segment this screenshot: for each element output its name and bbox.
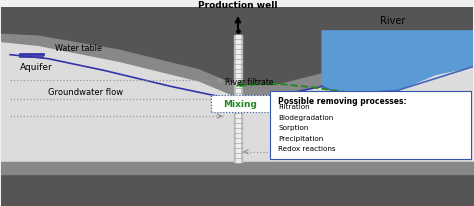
Text: Sorption: Sorption <box>278 125 309 131</box>
Text: Mixing: Mixing <box>224 100 257 109</box>
Text: Precipitation: Precipitation <box>278 135 323 141</box>
Text: Redox reactions: Redox reactions <box>278 146 336 152</box>
Text: Filtration: Filtration <box>278 104 310 110</box>
Text: River filtrate: River filtrate <box>225 77 273 87</box>
Polygon shape <box>0 8 474 99</box>
FancyBboxPatch shape <box>270 92 471 159</box>
Text: Aquifer: Aquifer <box>19 63 52 72</box>
Text: Possible removing processes:: Possible removing processes: <box>278 96 407 105</box>
Text: Production well: Production well <box>198 1 278 10</box>
Text: River: River <box>380 16 406 26</box>
Text: Groundwater flow: Groundwater flow <box>48 87 123 96</box>
Polygon shape <box>0 43 474 174</box>
FancyBboxPatch shape <box>211 96 270 113</box>
Polygon shape <box>0 8 474 85</box>
Polygon shape <box>322 32 474 99</box>
Text: Biodegradation: Biodegradation <box>278 114 333 120</box>
Text: Water table: Water table <box>55 43 102 53</box>
